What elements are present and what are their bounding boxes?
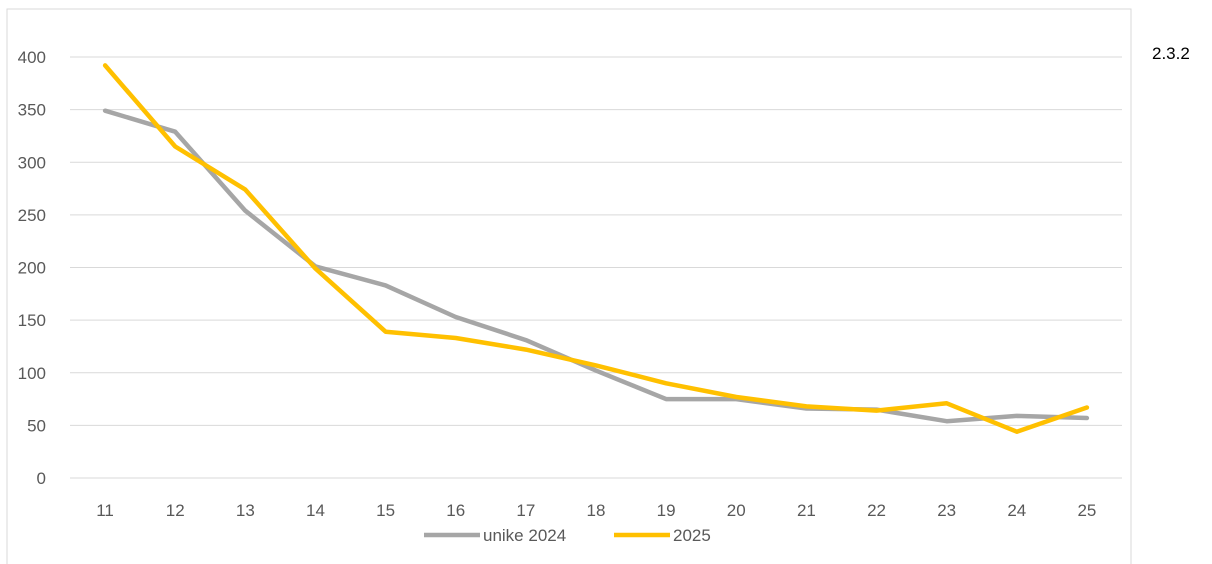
x-axis-tick-labels: 11 12 13 14 15 16 17 18 19 20 21 22 23 24 25 xyxy=(96,501,1096,520)
y-tick-label: 400 xyxy=(18,48,46,67)
x-tick-label: 22 xyxy=(867,501,886,520)
x-tick-label: 11 xyxy=(96,501,114,520)
x-tick-label: 14 xyxy=(306,501,325,520)
x-tick-label: 17 xyxy=(516,501,535,520)
chart-border xyxy=(6,8,1132,564)
y-tick-label: 200 xyxy=(18,259,46,278)
y-tick-label: 150 xyxy=(18,311,46,330)
x-tick-label: 16 xyxy=(446,501,465,520)
x-tick-label: 20 xyxy=(727,501,746,520)
legend-label: unike 2024 xyxy=(483,526,566,545)
y-tick-label: 100 xyxy=(18,364,46,383)
series-line-1 xyxy=(102,108,1090,424)
legend-label: 2025 xyxy=(673,526,711,545)
section-number: 2.3.2 xyxy=(1152,44,1190,63)
y-tick-label: 0 xyxy=(37,469,46,488)
series-line-2 xyxy=(102,63,1090,434)
y-tick-label: 350 xyxy=(18,101,46,120)
x-tick-label: 23 xyxy=(937,501,956,520)
gridlines xyxy=(70,56,1122,426)
y-tick-label: 50 xyxy=(27,416,46,435)
x-tick-label: 18 xyxy=(587,501,606,520)
series-lines xyxy=(102,63,1090,434)
x-tick-label: 21 xyxy=(797,501,816,520)
y-axis-tick-labels: 0 50 100 150 200 250 300 350 400 xyxy=(18,48,46,488)
x-tick-label: 15 xyxy=(376,501,395,520)
x-tick-label: 24 xyxy=(1007,501,1026,520)
x-tick-label: 25 xyxy=(1077,501,1096,520)
x-tick-label: 12 xyxy=(166,501,185,520)
x-tick-label: 13 xyxy=(236,501,255,520)
y-tick-label: 250 xyxy=(18,206,46,225)
legend: unike 2024 2025 xyxy=(424,526,711,545)
y-tick-label: 300 xyxy=(18,153,46,172)
x-tick-label: 19 xyxy=(657,501,676,520)
